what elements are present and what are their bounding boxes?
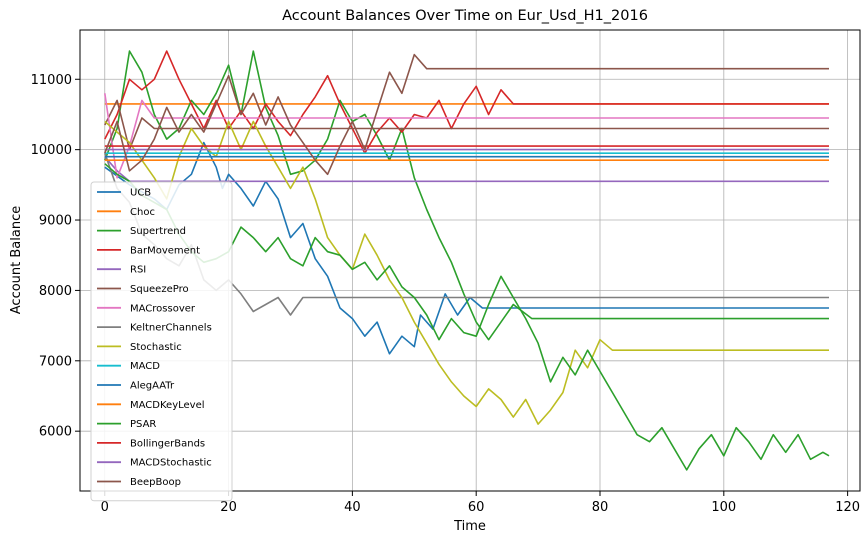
legend-entry: RSI	[130, 265, 146, 276]
series-group	[104, 50, 830, 471]
legend-entry: MACrossover	[130, 303, 196, 314]
legend-entry: Supertrend	[130, 226, 186, 237]
legend-entry: PSAR	[130, 419, 156, 430]
series-line-barmovement	[104, 50, 829, 154]
legend-entry: UCB	[130, 188, 151, 199]
legend-entry: SqueezePro	[130, 284, 189, 295]
plot-frame	[79, 29, 861, 492]
chart-title: Account Balances Over Time on Eur_Usd_H1…	[282, 8, 648, 24]
x-tick-label: 120	[835, 500, 860, 515]
legend-entry: AlegAATr	[130, 381, 175, 392]
series-line-macrossover	[104, 93, 829, 179]
y-tick-label: 9000	[39, 214, 72, 229]
axis-ticks: 0 20 40 60 80 100 120 6000 7000 8000 9000 10000 1100…	[31, 73, 860, 515]
legend-entry: BeepBoop	[130, 477, 181, 488]
x-tick-label: 100	[711, 500, 736, 515]
series-line-ucb	[104, 141, 829, 355]
legend-entry: MACD	[130, 361, 160, 372]
y-tick-label: 11000	[31, 73, 72, 88]
legend-entry: Choc	[130, 207, 155, 218]
legend-entry: BarMovement	[130, 245, 200, 256]
y-tick-label: 8000	[39, 284, 72, 299]
y-axis-label: Account Balance	[9, 206, 24, 314]
legend: UCB Choc Supertrend BarMovement RSI SqueezePr…	[90, 181, 233, 502]
legend-entry: BollingerBands	[130, 438, 205, 449]
y-tick-label: 10000	[31, 143, 72, 158]
x-tick-label: 20	[220, 500, 237, 515]
x-axis-label: Time	[453, 519, 486, 534]
legend-entry: MACDKeyLevel	[130, 400, 205, 411]
legend-entry: KeltnerChannels	[130, 323, 212, 334]
x-tick-label: 40	[344, 500, 361, 515]
x-tick-label: 80	[592, 500, 609, 515]
legend-box	[90, 181, 233, 502]
x-tick-label: 0	[101, 500, 109, 515]
y-tick-label: 6000	[39, 425, 72, 440]
series-line-stochastic	[104, 120, 829, 425]
series-line-squeezepro	[104, 99, 829, 151]
legend-entry: MACDStochastic	[130, 458, 212, 469]
series-line-rsi	[104, 156, 829, 183]
legend-entry: Stochastic	[130, 342, 182, 353]
y-tick-label: 7000	[39, 354, 72, 369]
series-line-beepboop	[104, 53, 829, 176]
x-tick-label: 60	[468, 500, 485, 515]
